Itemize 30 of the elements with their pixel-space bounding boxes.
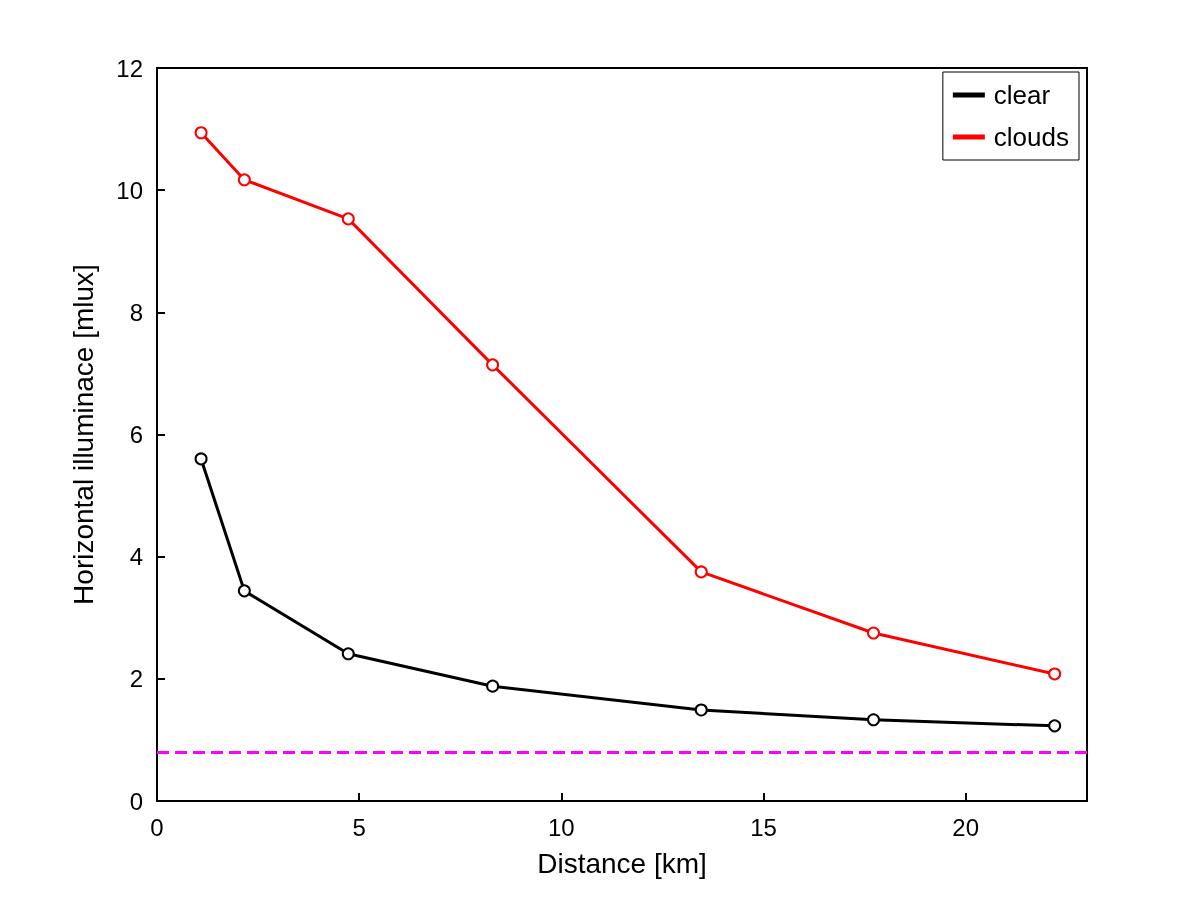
point (486, 358, 500, 372)
y-tick-label: 4 (129, 543, 143, 571)
y-tick-label: 10 (116, 176, 143, 204)
point (341, 212, 355, 226)
point (867, 626, 880, 640)
point (194, 126, 208, 140)
y-tick-label: 2 (129, 665, 143, 693)
legend-label: clouds (993, 122, 1069, 152)
x-axis-title: Distance [km] (537, 847, 707, 879)
point (237, 584, 251, 598)
point (1048, 719, 1062, 733)
legend-label: clear (993, 80, 1051, 110)
y-tick-label: 6 (129, 421, 143, 448)
x-tick-label: 10 (548, 813, 575, 841)
point (194, 452, 208, 466)
point (1048, 667, 1062, 681)
y-axis-title: Horizontal illuminace [mlux] (67, 264, 99, 605)
x-tick-label: 15 (750, 813, 777, 841)
point (341, 647, 355, 661)
point (694, 703, 708, 717)
x-tick-label: 0 (150, 813, 164, 841)
point (237, 173, 251, 187)
point (486, 679, 500, 693)
point (867, 713, 880, 727)
y-tick-label: 8 (129, 298, 143, 326)
y-tick-label: 0 (129, 787, 143, 815)
x-tick-label: 20 (952, 813, 980, 841)
point (694, 565, 708, 579)
x-tick-label: 5 (352, 813, 366, 841)
y-tick-label: 12 (116, 54, 143, 82)
